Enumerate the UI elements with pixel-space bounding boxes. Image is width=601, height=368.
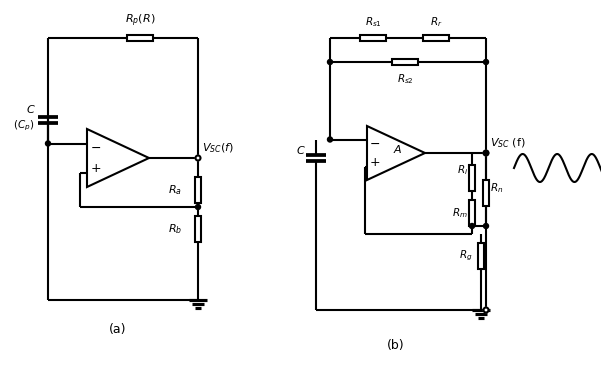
Circle shape xyxy=(195,156,201,160)
Text: $R_{s2}$: $R_{s2}$ xyxy=(397,72,413,86)
Text: $A$: $A$ xyxy=(393,143,403,155)
Text: $R_i$: $R_i$ xyxy=(457,163,468,177)
Text: $(C_p)$: $(C_p)$ xyxy=(13,119,34,133)
Circle shape xyxy=(483,308,489,312)
Text: $+$: $+$ xyxy=(370,156,380,169)
Bar xyxy=(195,177,201,203)
Text: $R_n$: $R_n$ xyxy=(490,181,503,195)
Circle shape xyxy=(328,137,332,142)
Circle shape xyxy=(483,60,489,64)
Text: $R_g$: $R_g$ xyxy=(459,249,473,263)
Text: $R_r$: $R_r$ xyxy=(430,15,442,29)
Text: (b): (b) xyxy=(387,340,405,353)
Bar xyxy=(423,35,449,41)
Text: $\it{V}_{SC}$ (f): $\it{V}_{SC}$ (f) xyxy=(490,137,525,150)
Text: $R_b$: $R_b$ xyxy=(168,222,182,236)
Text: $C$: $C$ xyxy=(296,144,306,156)
Bar xyxy=(127,35,153,41)
Text: $\it{V}_{SC}(f)$: $\it{V}_{SC}(f)$ xyxy=(202,141,234,155)
Bar xyxy=(469,165,475,191)
Bar xyxy=(392,59,418,65)
Circle shape xyxy=(469,223,475,229)
Text: $R_a$: $R_a$ xyxy=(168,183,182,197)
Text: (a): (a) xyxy=(109,323,127,336)
Bar xyxy=(469,200,475,226)
Circle shape xyxy=(483,151,489,156)
Circle shape xyxy=(483,151,489,156)
Text: $R_{s1}$: $R_{s1}$ xyxy=(365,15,382,29)
Bar xyxy=(483,180,489,206)
Circle shape xyxy=(46,141,50,146)
Circle shape xyxy=(328,60,332,64)
Text: $R_m$: $R_m$ xyxy=(452,206,468,220)
Circle shape xyxy=(483,223,489,229)
Text: $R_p(R)$: $R_p(R)$ xyxy=(125,13,155,29)
Circle shape xyxy=(195,205,201,209)
Text: $-$: $-$ xyxy=(90,141,102,154)
Bar xyxy=(478,243,484,269)
Bar xyxy=(195,216,201,242)
Text: C: C xyxy=(26,105,34,115)
Bar xyxy=(360,35,386,41)
Text: $+$: $+$ xyxy=(90,162,102,175)
Text: $-$: $-$ xyxy=(370,137,380,150)
